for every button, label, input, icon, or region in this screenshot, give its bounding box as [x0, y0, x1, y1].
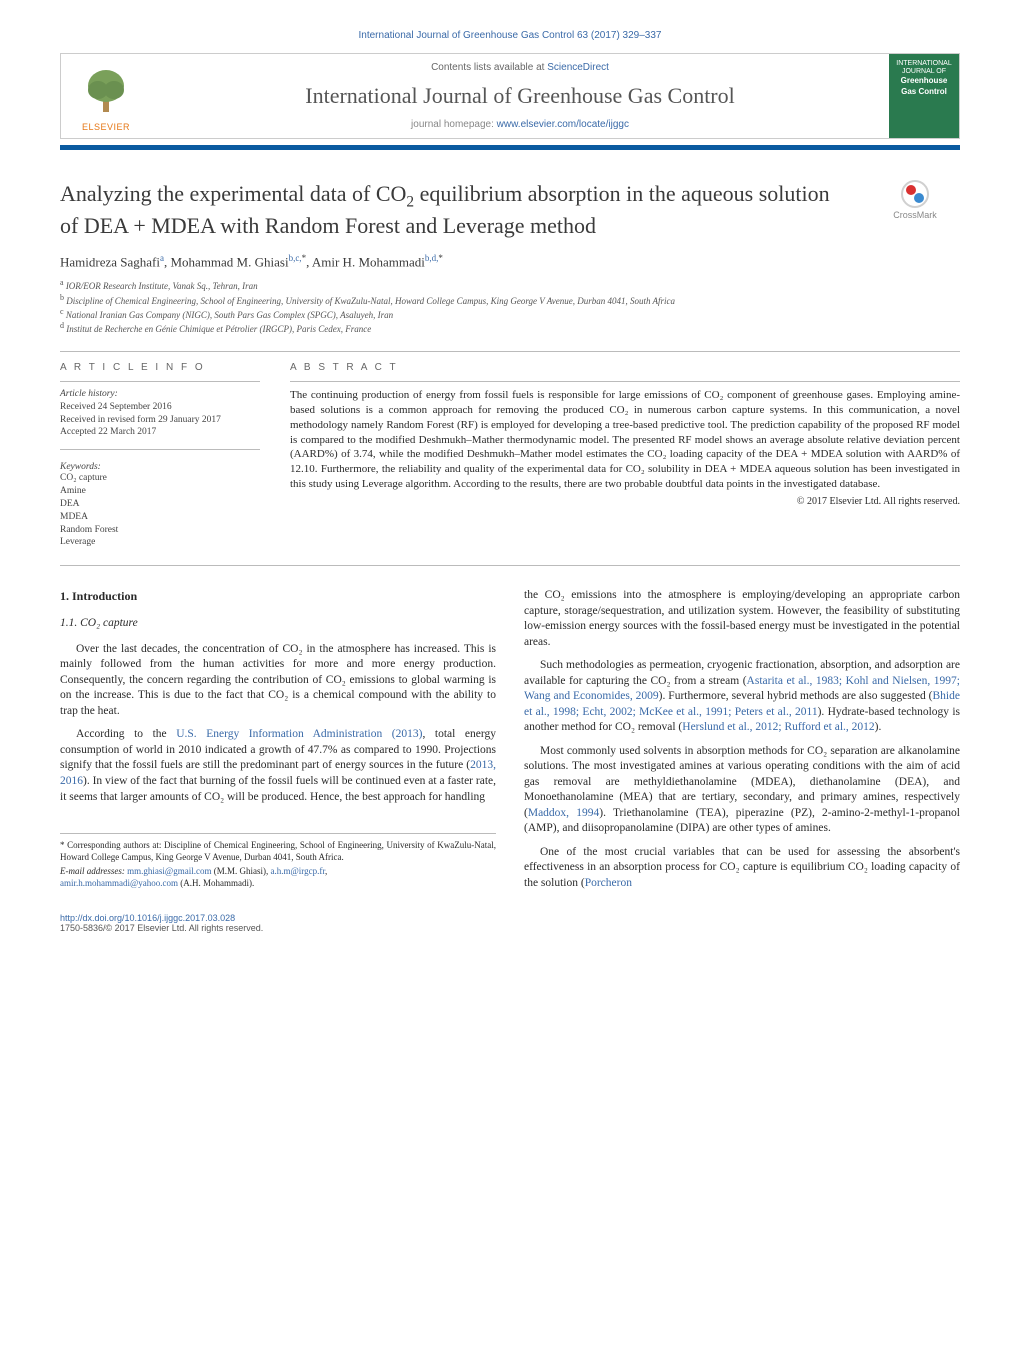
- author-3-aff: b,d,: [425, 253, 439, 263]
- author-2: Mohammad M. Ghiasi: [170, 254, 288, 269]
- history-accepted: Accepted 22 March 2017: [60, 426, 260, 439]
- affiliation-c: c National Iranian Gas Company (NIGC), S…: [60, 307, 960, 321]
- email-2-sep: ,: [325, 866, 327, 876]
- right-p2: Such methodologies as permeation, cryoge…: [524, 658, 960, 736]
- section-1-heading: 1. Introduction: [60, 588, 496, 604]
- contents-prefix: Contents lists available at: [431, 62, 547, 73]
- article-info-column: A R T I C L E I N F O Article history: R…: [60, 362, 260, 549]
- keyword-3: DEA: [60, 498, 260, 511]
- header-rule: [60, 145, 960, 150]
- history-label: Article history:: [60, 388, 260, 401]
- cite-eia-2013[interactable]: U.S. Energy Information Administration (…: [176, 728, 422, 740]
- sciencedirect-link[interactable]: ScienceDirect: [547, 62, 609, 73]
- affiliations: a IOR/EOR Research Institute, Vanak Sq.,…: [60, 278, 960, 335]
- right-p2d: ).: [875, 721, 882, 733]
- affiliation-a: a IOR/EOR Research Institute, Vanak Sq.,…: [60, 278, 960, 292]
- affiliation-b: b Discipline of Chemical Engineering, Sc…: [60, 293, 960, 307]
- email-3[interactable]: amir.h.mohammadi@yahoo.com: [60, 878, 178, 888]
- keyword-4: MDEA: [60, 511, 260, 524]
- cite-maddox[interactable]: Maddox, 1994: [528, 807, 599, 819]
- corresponding-note: * Corresponding authors at: Discipline o…: [60, 840, 496, 863]
- cover-text-2: Greenhouse: [901, 77, 948, 86]
- history-revised: Received in revised form 29 January 2017: [60, 414, 260, 427]
- right-p1: the CO₂ emissions into the atmosphere is…: [524, 588, 960, 650]
- left-p2c: ). In view of the fact that burning of t…: [60, 775, 496, 803]
- journal-title: International Journal of Greenhouse Gas …: [161, 83, 879, 109]
- author-1-aff: a: [160, 253, 164, 263]
- abstract-column: A B S T R A C T The continuing productio…: [290, 362, 960, 549]
- crossmark-badge[interactable]: CrossMark: [870, 180, 960, 220]
- info-divider-1: [60, 381, 260, 382]
- info-divider-2: [60, 449, 260, 450]
- article-title: Analyzing the experimental data of CO2 e…: [60, 180, 850, 239]
- authors-line: Hamidreza Saghafia, Mohammad M. Ghiasib,…: [60, 253, 960, 270]
- email-1-name: (M.M. Ghiasi),: [211, 866, 270, 876]
- keywords-label: Keywords:: [60, 462, 260, 472]
- article-info-heading: A R T I C L E I N F O: [60, 362, 260, 373]
- crossmark-label: CrossMark: [893, 210, 937, 220]
- keyword-2: Amine: [60, 485, 260, 498]
- divider-2: [60, 565, 960, 566]
- elsevier-tree-icon: [76, 60, 136, 120]
- footnotes: * Corresponding authors at: Discipline o…: [60, 833, 496, 890]
- author-1: Hamidreza Saghafi: [60, 254, 160, 269]
- section-1-1-heading: 1.1. CO₂ capture: [60, 616, 496, 632]
- cite-porcheron[interactable]: Porcheron: [585, 877, 632, 889]
- journal-citation[interactable]: International Journal of Greenhouse Gas …: [60, 30, 960, 41]
- journal-cover-thumbnail: INTERNATIONAL JOURNAL OF Greenhouse Gas …: [889, 54, 959, 138]
- cover-text-3: Gas Control: [901, 88, 947, 97]
- left-p2: According to the U.S. Energy Information…: [60, 727, 496, 805]
- header-center: Contents lists available at ScienceDirec…: [151, 54, 889, 138]
- crossmark-icon: [901, 180, 929, 208]
- divider-1: [60, 351, 960, 352]
- body-right-column: the CO₂ emissions into the atmosphere is…: [524, 588, 960, 899]
- abstract-text: The continuing production of energy from…: [290, 388, 960, 492]
- email-label: E-mail addresses:: [60, 866, 127, 876]
- author-3: Amir H. Mohammadi: [312, 254, 425, 269]
- author-2-aff: b,c,: [289, 253, 302, 263]
- cover-text-1: INTERNATIONAL JOURNAL OF: [893, 60, 955, 75]
- title-part-1: Analyzing the experimental data of CO: [60, 181, 406, 206]
- history-received: Received 24 September 2016: [60, 401, 260, 414]
- keyword-6: Leverage: [60, 536, 260, 549]
- cite-herslund[interactable]: Herslund et al., 2012; Rufford et al., 2…: [682, 721, 874, 733]
- right-p2b: ). Furthermore, several hybrid methods a…: [659, 690, 933, 702]
- affiliation-d: d Institut de Recherche en Génie Chimiqu…: [60, 321, 960, 335]
- homepage-line: journal homepage: www.elsevier.com/locat…: [161, 119, 879, 130]
- right-p4: One of the most crucial variables that c…: [524, 845, 960, 892]
- abstract-copyright: © 2017 Elsevier Ltd. All rights reserved…: [290, 496, 960, 507]
- abstract-divider: [290, 381, 960, 382]
- body-left-column: 1. Introduction 1.1. CO₂ capture Over th…: [60, 588, 496, 899]
- abstract-heading: A B S T R A C T: [290, 362, 960, 373]
- elsevier-label: ELSEVIER: [82, 122, 130, 132]
- email-1[interactable]: mm.ghiasi@gmail.com: [127, 866, 211, 876]
- keywords-list: CO₂ capture Amine DEA MDEA Random Forest…: [60, 472, 260, 549]
- contents-line: Contents lists available at ScienceDirec…: [161, 62, 879, 73]
- issn-line: 1750-5836/© 2017 Elsevier Ltd. All right…: [60, 923, 960, 933]
- author-3-star: *: [438, 253, 443, 263]
- email-2[interactable]: a.h.m@irgcp.fr: [270, 866, 325, 876]
- homepage-link[interactable]: www.elsevier.com/locate/ijggc: [497, 119, 629, 130]
- left-p1: Over the last decades, the concentration…: [60, 642, 496, 720]
- left-p2a: According to the: [76, 728, 176, 740]
- doi-link[interactable]: http://dx.doi.org/10.1016/j.ijggc.2017.0…: [60, 913, 960, 923]
- keyword-5: Random Forest: [60, 524, 260, 537]
- email-3-name: (A.H. Mohammadi).: [178, 878, 254, 888]
- homepage-prefix: journal homepage:: [411, 119, 497, 130]
- elsevier-logo[interactable]: ELSEVIER: [61, 54, 151, 138]
- journal-header: ELSEVIER Contents lists available at Sci…: [60, 53, 960, 139]
- keyword-1: CO₂ capture: [60, 472, 260, 485]
- author-2-star: *: [302, 253, 307, 263]
- right-p3: Most commonly used solvents in absorptio…: [524, 744, 960, 837]
